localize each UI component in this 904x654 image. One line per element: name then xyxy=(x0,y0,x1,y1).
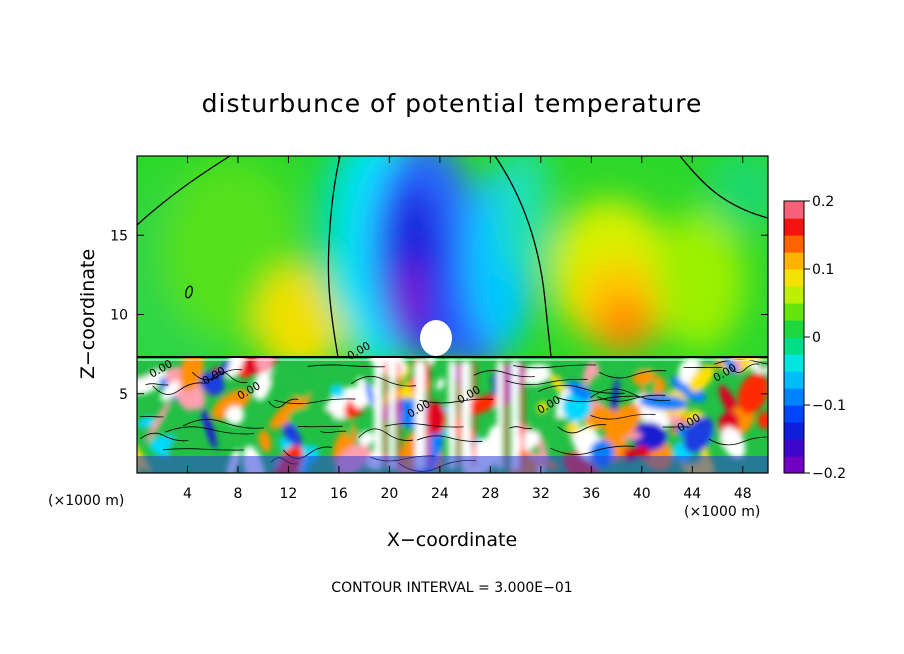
colorbar-tick-label: −0.2 xyxy=(812,466,846,482)
x-units-right: (×1000 m) xyxy=(684,504,760,520)
x-tick-label: 8 xyxy=(233,486,242,502)
colorbar: 0.2 0.1 0 −0.1 −0.2 xyxy=(783,194,846,482)
y-tick-label: 5 xyxy=(119,387,128,403)
colorbar-band xyxy=(784,439,804,457)
colorbar-band xyxy=(784,201,804,219)
upper-field xyxy=(137,156,768,357)
x-tick-label: 44 xyxy=(683,486,701,502)
lower-field xyxy=(137,357,768,473)
x-tick-label: 24 xyxy=(431,486,449,502)
colorbar-band xyxy=(784,405,804,423)
colorbar-band xyxy=(784,218,804,236)
y-axis-label: Z−coordinate xyxy=(77,249,99,379)
colorbar-tick-label: 0 xyxy=(812,330,821,346)
y-tick-label: 15 xyxy=(110,228,128,244)
x-tick-label: 16 xyxy=(330,486,348,502)
colorbar-band xyxy=(784,388,804,406)
x-axis-label: X−coordinate xyxy=(387,529,517,551)
colorbar-band xyxy=(784,252,804,270)
x-tick-label: 48 xyxy=(734,486,752,502)
colorbar-band xyxy=(784,371,804,389)
colorbar-tick-label: 0.1 xyxy=(812,262,834,278)
colorbar-band xyxy=(784,269,804,287)
x-tick-label: 40 xyxy=(633,486,651,502)
x-tick-label: 32 xyxy=(532,486,550,502)
x-tick-label: 36 xyxy=(582,486,600,502)
x-units-left: (×1000 m) xyxy=(48,493,124,509)
x-tick-label: 20 xyxy=(380,486,398,502)
colorbar-band xyxy=(784,235,804,253)
colorbar-band xyxy=(784,320,804,338)
x-axis: 4 8 12 16 20 24 28 32 36 40 44 48 xyxy=(183,156,752,502)
contour-interval-note: CONTOUR INTERVAL = 3.000E−01 xyxy=(331,580,572,596)
x-tick-label: 12 xyxy=(280,486,298,502)
colorbar-tick-label: −0.1 xyxy=(812,398,846,414)
colorbar-band xyxy=(784,303,804,321)
y-tick-label: 10 xyxy=(110,308,128,324)
chart-title: disturbunce of potential temperature xyxy=(202,89,703,118)
colorbar-band xyxy=(784,354,804,372)
colorbar-band xyxy=(784,422,804,440)
colorbar-band xyxy=(784,456,804,474)
colorbar-band xyxy=(784,337,804,355)
y-axis: 5 10 15 xyxy=(110,228,768,403)
colorbar-tick-label: 0.2 xyxy=(812,194,834,210)
colorbar-band xyxy=(784,286,804,304)
x-tick-label: 28 xyxy=(481,486,499,502)
x-tick-label: 4 xyxy=(183,486,192,502)
